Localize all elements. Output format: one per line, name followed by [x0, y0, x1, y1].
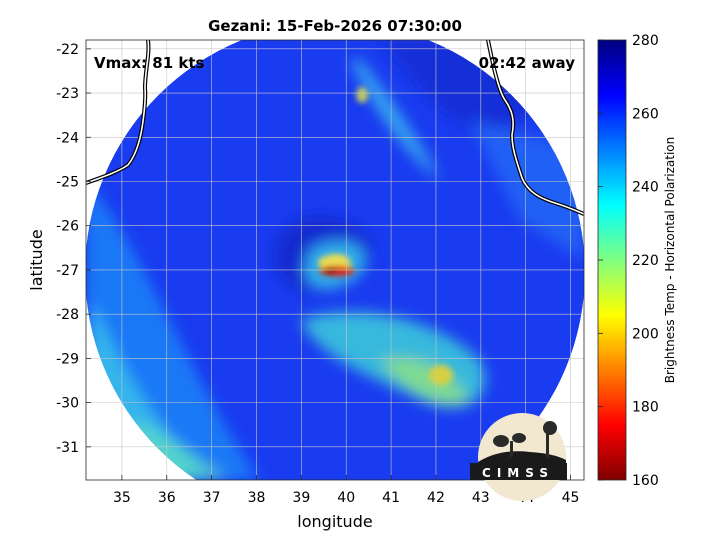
- gridlines: [86, 40, 584, 480]
- y-tick-label: -25: [56, 175, 79, 191]
- x-tick-label: 35: [113, 490, 131, 506]
- colorbar-tick-label: 280: [632, 33, 659, 49]
- y-tick-label: -23: [56, 86, 79, 102]
- y-axis-label: latitude: [27, 229, 46, 290]
- y-tick-label: -22: [56, 42, 79, 58]
- y-tick-label: -29: [56, 351, 79, 367]
- y-tick-label: -30: [56, 396, 79, 412]
- colorbar-tick-label: 260: [632, 106, 659, 122]
- x-tick-label: 36: [158, 490, 176, 506]
- x-tick-label: 45: [562, 490, 580, 506]
- x-axis-label: longitude: [297, 512, 372, 531]
- x-tick-label: 41: [382, 490, 400, 506]
- logo-text: CIMSS: [482, 466, 554, 480]
- x-tick-label: 38: [248, 490, 266, 506]
- x-tick-label: 43: [472, 490, 490, 506]
- cimss-logo: CIMSS: [470, 413, 567, 501]
- colorbar-tick-label: 240: [632, 180, 659, 196]
- plot-border: [85, 39, 585, 481]
- colorbar-tick-label: 180: [632, 400, 659, 416]
- chart-title: Gezani: 15-Feb-2026 07:30:00: [208, 17, 462, 35]
- coastline-east-inner: [487, 40, 584, 215]
- x-tick-label: 42: [427, 490, 445, 506]
- coastline-west-inner: [86, 40, 150, 184]
- x-tick-label: 40: [337, 490, 355, 506]
- x-tick-label: 39: [292, 490, 310, 506]
- y-tick-label: -24: [56, 130, 79, 146]
- swath-image: [86, 40, 584, 480]
- y-tick-label: -28: [56, 307, 79, 323]
- swath-layer: [86, 40, 584, 480]
- coastline: [86, 40, 584, 216]
- x-tick-label: 37: [203, 490, 221, 506]
- colorbar-tick-label: 160: [632, 473, 659, 489]
- colorbar-label: Brightness Temp - Horizontal Polarizatio…: [663, 137, 677, 384]
- colorbar-tick-label: 200: [632, 326, 659, 342]
- y-tick-label: -31: [56, 440, 79, 456]
- vmax-annotation: Vmax: 81 kts: [94, 54, 204, 72]
- y-tick-label: -27: [56, 263, 79, 279]
- colorbar-tick-label: 220: [632, 253, 659, 269]
- time-away-annotation: 02:42 away: [479, 54, 576, 72]
- y-tick-label: -26: [56, 219, 79, 235]
- y-axis: -22 -23 -24 -25 -26 -27 -28 -29 -30 -31: [56, 42, 91, 456]
- colorbar-ticks: 280 260 240 220 200 180 160: [598, 33, 659, 489]
